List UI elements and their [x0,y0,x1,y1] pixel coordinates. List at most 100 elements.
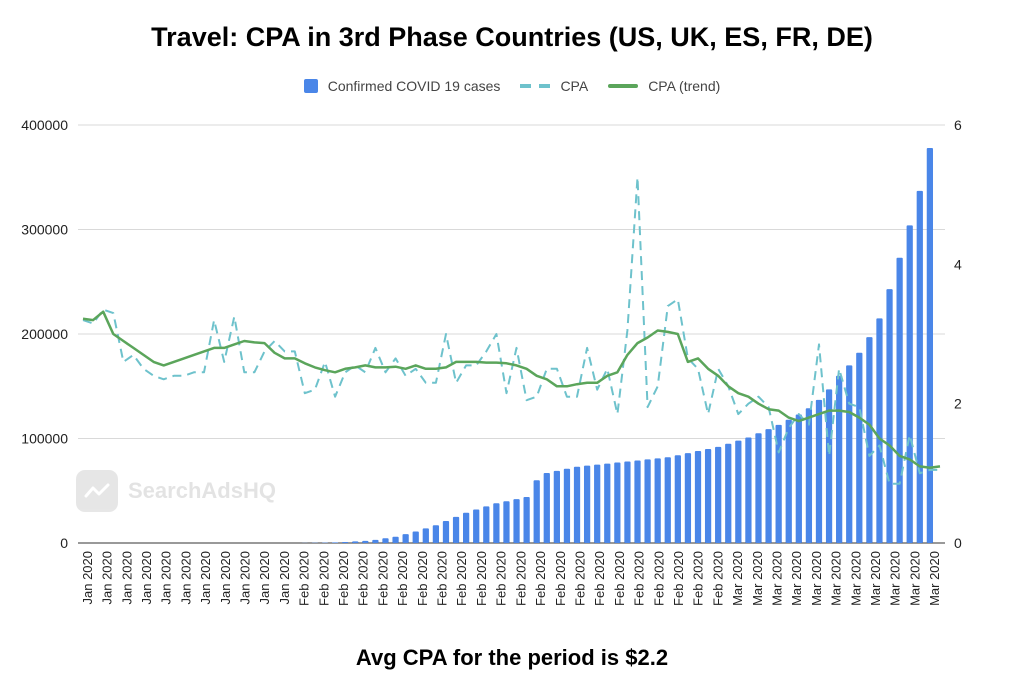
bar [523,497,530,543]
bar [856,352,863,543]
bar [735,440,742,543]
bar [422,528,429,543]
x-tick-label: Mar 2020 [809,551,824,606]
series-line-cpa-trend [82,310,941,470]
bar [573,466,581,543]
x-tick-label: Feb 2020 [454,551,469,606]
bar [412,531,419,543]
chart-footer: Avg CPA for the period is $2.2 [355,645,669,670]
bar [654,458,661,543]
bar [704,448,712,543]
x-tick-label: Feb 2020 [632,551,647,606]
x-tick-label: Mar 2020 [829,551,844,606]
x-tick-label: Jan 2020 [139,551,154,605]
bar [503,501,510,543]
bar [886,289,893,543]
bar [725,443,732,543]
x-tick-label: Jan 2020 [80,551,95,605]
y-right-tick-label: 0 [954,535,962,551]
watermark-text: SearchAdsHQ [128,478,276,503]
bar [775,424,782,543]
x-tick-label: Feb 2020 [573,551,588,606]
bar [745,437,752,543]
bar [543,472,550,543]
line-swatch-icon [608,84,639,88]
x-tick-label: Jan 2020 [100,551,115,605]
x-tick-label: Feb 2020 [375,551,390,606]
bar [442,521,450,543]
bar [785,419,792,543]
bar [553,470,560,543]
x-tick-label: Feb 2020 [336,551,351,606]
bar [755,433,762,543]
bar [795,414,802,543]
x-tick-label: Mar 2020 [868,551,883,606]
x-tick-label: Feb 2020 [691,551,706,606]
bar [432,525,440,543]
bar [926,147,934,544]
bar [644,459,651,543]
x-tick-label: Jan 2020 [178,551,193,605]
x-tick-label: Jan 2020 [218,551,233,605]
bar [382,538,389,543]
x-tick-label: Feb 2020 [513,551,528,606]
bar [483,506,490,543]
x-tick-label: Feb 2020 [592,551,607,606]
bar [452,516,460,543]
y-left-tick-label: 300000 [21,222,68,238]
x-tick-label: Feb 2020 [435,551,450,606]
x-tick-label: Mar 2020 [730,551,745,606]
x-tick-label: Feb 2020 [297,551,312,606]
x-tick-label: Feb 2020 [415,551,430,606]
legend-label: CPA [560,78,589,94]
bar [684,453,692,543]
x-tick-label: Mar 2020 [848,551,863,606]
y-left-tick-label: 200000 [21,326,68,342]
x-tick-label: Feb 2020 [651,551,666,606]
y-left-tick-label: 100000 [21,431,68,447]
bar [402,534,409,543]
bar [805,408,813,543]
bar [583,465,591,543]
x-tick-label: Mar 2020 [888,551,903,606]
x-tick-label: Jan 2020 [198,551,213,605]
x-tick-label: Feb 2020 [553,551,568,606]
legend-item-cpa-trend[interactable]: CPA (trend) [608,78,720,94]
bar [352,541,359,543]
x-tick-label: Jan 2020 [238,551,253,605]
x-tick-label: Feb 2020 [356,551,371,606]
series-line-cpa [82,176,940,485]
bar [614,462,621,543]
x-tick-label: Feb 2020 [494,551,509,606]
bar [594,464,601,543]
x-tick-label: Feb 2020 [710,551,725,606]
y-left-tick-label: 400000 [21,117,68,133]
bar [674,455,681,543]
bar [836,375,843,543]
bar [473,509,480,543]
x-tick-label: Mar 2020 [770,551,785,606]
x-tick-label: Jan 2020 [257,551,272,605]
bar [533,480,540,543]
bar [493,503,500,543]
bar [563,468,571,543]
x-tick-label: Mar 2020 [750,551,765,606]
legend-item-covid-cases[interactable]: Confirmed COVID 19 cases [303,78,500,94]
x-tick-label: Mar 2020 [789,551,804,606]
bar [876,318,883,543]
y-right-tick-label: 6 [954,117,962,133]
bar [392,536,399,543]
x-tick-label: Feb 2020 [533,551,548,606]
x-tick-label: Jan 2020 [277,551,292,605]
legend-item-cpa[interactable]: CPA [520,78,588,94]
legend: Confirmed COVID 19 cases CPA CPA (trend) [0,78,1024,94]
y-left-tick-label: 0 [60,535,68,551]
bar [362,540,369,543]
bar [372,539,379,543]
bar [765,429,772,543]
bar [815,399,823,543]
bar [342,541,349,543]
watermark-logo: SearchAdsHQ [76,470,276,512]
chart-logo-icon [76,470,118,512]
bar [825,389,833,543]
